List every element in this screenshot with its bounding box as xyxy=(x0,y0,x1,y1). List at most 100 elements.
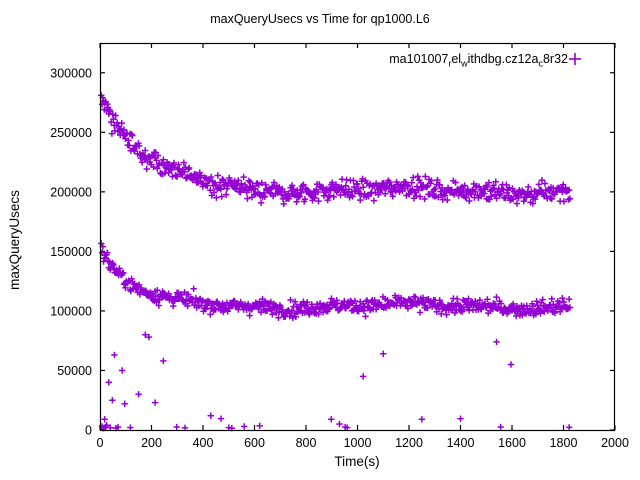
data-point xyxy=(173,423,180,431)
data-point xyxy=(491,300,499,308)
data-point xyxy=(559,181,567,188)
data-point xyxy=(481,190,488,197)
x-tick-label: 1000 xyxy=(344,436,372,450)
data-point xyxy=(328,416,335,423)
data-point xyxy=(300,181,307,188)
data-point xyxy=(244,195,251,202)
data-point xyxy=(344,424,351,431)
data-point xyxy=(333,297,340,304)
data-point xyxy=(280,200,287,208)
plot-border xyxy=(99,42,616,432)
data-point xyxy=(290,185,297,193)
data-point xyxy=(431,185,439,193)
data-point xyxy=(185,291,192,298)
data-point xyxy=(118,367,126,374)
x-tick-label: 1400 xyxy=(447,436,475,450)
data-point xyxy=(217,186,225,193)
data-point xyxy=(351,297,359,305)
data-point xyxy=(152,292,159,300)
data-point xyxy=(262,181,269,189)
data-point xyxy=(184,302,191,310)
data-point xyxy=(412,293,419,301)
data-point xyxy=(155,302,163,309)
data-point xyxy=(384,296,391,304)
data-point xyxy=(322,189,330,196)
legend: ma101007relwithdbg.cz12ac8r32 xyxy=(389,52,581,69)
legend-subscript: r xyxy=(448,59,451,69)
chart-title: maxQueryUsecs vs Time for qp1000.L6 xyxy=(210,12,430,26)
data-point xyxy=(416,309,424,316)
legend-subscript: c xyxy=(538,59,543,69)
data-point xyxy=(104,249,111,256)
data-point xyxy=(513,200,521,207)
data-point xyxy=(361,303,368,310)
data-point xyxy=(116,265,123,272)
data-point xyxy=(541,180,549,187)
data-point xyxy=(523,302,530,309)
data-point xyxy=(142,287,150,295)
data-point xyxy=(481,300,489,307)
x-tick-label: 1800 xyxy=(550,436,578,450)
data-point xyxy=(448,300,456,307)
data-point xyxy=(181,168,188,176)
data-point xyxy=(565,424,573,431)
data-point xyxy=(457,415,464,422)
data-point xyxy=(492,178,499,185)
data-point xyxy=(105,379,112,386)
data-point xyxy=(160,156,167,163)
legend-text-part: 8r32 xyxy=(543,52,568,66)
x-tick-label: 2000 xyxy=(601,436,629,450)
data-point xyxy=(476,296,484,304)
data-point xyxy=(325,306,333,313)
data-point xyxy=(493,195,500,202)
data-point xyxy=(512,306,519,313)
data-point xyxy=(466,197,473,205)
data-point xyxy=(223,185,231,192)
y-tick-label: 0 xyxy=(85,424,92,438)
data-point xyxy=(324,196,331,204)
data-point xyxy=(484,183,491,191)
data-point xyxy=(452,179,459,186)
data-point xyxy=(110,115,117,123)
x-axis-label: Time(s) xyxy=(334,454,379,469)
data-point xyxy=(223,191,230,198)
data-point xyxy=(139,151,147,158)
data-point xyxy=(341,297,348,305)
data-point xyxy=(235,177,242,184)
x-tick-label: 600 xyxy=(244,436,265,450)
data-point xyxy=(129,132,136,139)
data-point xyxy=(507,361,515,368)
data-point xyxy=(244,300,252,308)
data-point xyxy=(441,192,449,199)
legend-series-label: ma101007relwithdbg.cz12ac8r32 xyxy=(389,52,568,69)
data-point xyxy=(156,296,163,304)
data-point xyxy=(421,195,428,203)
data-point xyxy=(503,181,510,189)
data-point xyxy=(185,166,192,173)
data-point xyxy=(128,131,135,138)
data-point xyxy=(515,194,522,202)
data-point xyxy=(367,190,375,197)
data-point xyxy=(497,300,505,307)
data-point xyxy=(190,285,197,292)
data-point xyxy=(459,187,467,194)
data-point xyxy=(497,423,504,431)
data-point xyxy=(372,306,380,313)
data-point xyxy=(475,183,483,190)
data-point xyxy=(342,182,350,190)
data-point xyxy=(255,305,262,313)
data-point xyxy=(451,309,459,317)
data-point xyxy=(520,303,527,310)
data-point xyxy=(135,142,143,150)
data-point xyxy=(112,112,119,119)
data-point xyxy=(212,181,219,189)
data-point xyxy=(257,199,265,207)
data-point xyxy=(170,302,177,310)
x-tick-label: 1600 xyxy=(498,436,526,450)
data-point xyxy=(359,373,367,380)
x-tick-label: 0 xyxy=(97,436,104,450)
data-point xyxy=(565,186,573,194)
data-point xyxy=(357,196,364,204)
y-tick-label: 50000 xyxy=(57,364,92,378)
